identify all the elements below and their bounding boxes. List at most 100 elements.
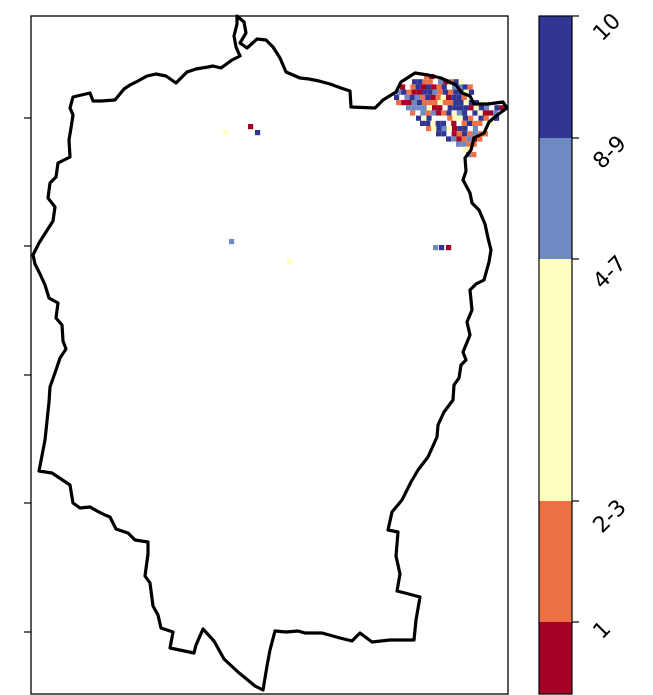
grid-cell — [427, 100, 433, 106]
grid-cell — [416, 89, 422, 95]
grid-cell — [473, 105, 479, 111]
grid-cell — [396, 89, 402, 95]
colorbar-label-1: 1 — [589, 617, 617, 645]
grid-cell — [451, 136, 457, 142]
grid-cell — [453, 79, 459, 85]
grid-cell — [229, 239, 235, 245]
grid-cell — [447, 105, 453, 111]
grid-cell — [404, 94, 410, 100]
grid-cell — [427, 79, 433, 85]
grid-cell — [410, 84, 416, 90]
grid-cell — [446, 245, 452, 251]
grid-cell — [461, 136, 467, 142]
colorbar-label-4-7: 4-7 — [589, 251, 632, 294]
grid-cell — [422, 89, 428, 95]
grid-cell — [467, 131, 473, 137]
colorbar: 1 2-3 4-7 8-9 10 — [538, 9, 632, 695]
grid-cell — [430, 120, 436, 126]
map-frame — [30, 15, 509, 695]
grid-cell — [441, 84, 447, 90]
grid-cell — [472, 110, 478, 116]
grid-cell — [477, 110, 483, 116]
grid-cell — [431, 84, 437, 90]
grid-cell — [446, 110, 452, 116]
grid-cell — [433, 245, 439, 251]
grid-cell — [451, 110, 457, 116]
grid-cell — [406, 100, 412, 106]
grid-cell — [248, 124, 254, 130]
colorbar-label-8-9: 8-9 — [589, 131, 632, 174]
grid-cell — [255, 130, 261, 136]
grid-cell — [463, 89, 469, 95]
grid-cell — [483, 115, 489, 121]
grid-cell — [493, 110, 499, 116]
grid-cell — [477, 120, 483, 126]
grid-cell — [440, 94, 446, 100]
grid-cell — [394, 94, 400, 100]
grid-cell — [457, 115, 463, 121]
colorbar-label-2-3: 2-3 — [589, 495, 632, 538]
grid-cell — [437, 100, 443, 106]
grid-cell — [451, 120, 457, 126]
grid-cell — [401, 89, 407, 95]
grid-cell — [441, 110, 447, 116]
grid-cell — [410, 110, 416, 116]
grid-cell — [466, 136, 472, 142]
grid-cell — [411, 105, 417, 111]
grid-cell — [438, 79, 444, 85]
grid-cell — [462, 131, 468, 137]
grid-cell — [494, 105, 500, 111]
grid-cell — [416, 105, 422, 111]
grid-cell — [442, 100, 448, 106]
colorbar-segment-4-7 — [539, 259, 572, 501]
grid-cell — [406, 89, 412, 95]
grid-cell — [466, 141, 472, 147]
grid-cell — [482, 110, 488, 116]
region-boundary — [31, 14, 509, 692]
grid-cell — [452, 105, 458, 111]
grid-cell — [441, 126, 447, 132]
grid-cell — [446, 126, 452, 132]
grid-cell — [223, 130, 229, 136]
grid-cell — [430, 110, 436, 116]
grid-cell — [435, 94, 441, 100]
grid-cell — [424, 74, 430, 80]
grid-cell — [425, 110, 431, 116]
grid-cell — [456, 141, 462, 147]
grid-cell — [420, 84, 426, 90]
grid-cell — [416, 115, 422, 121]
grid-cell — [420, 94, 426, 100]
grid-cell — [468, 100, 474, 106]
grid-cell — [477, 136, 483, 142]
grid-cell — [440, 120, 446, 126]
grid-cell — [426, 126, 432, 132]
grid-cell — [463, 100, 469, 106]
grid-cell — [468, 115, 474, 121]
grid-cell — [472, 131, 478, 137]
grid-cell — [420, 110, 426, 116]
grid-cell — [462, 110, 468, 116]
grid-cell — [422, 100, 428, 106]
grid-cell — [414, 94, 420, 100]
colorbar-segment-10 — [539, 16, 572, 138]
colorbar-ticks — [572, 15, 579, 623]
grid-cell — [446, 136, 452, 142]
grid-cell — [461, 141, 467, 147]
grid-cell — [452, 115, 458, 121]
grid-cell — [411, 89, 417, 95]
grid-cell — [421, 105, 427, 111]
grid-cell — [487, 120, 493, 126]
grid-cell — [456, 131, 462, 137]
grid-cell — [417, 79, 423, 85]
grid-cell — [453, 89, 459, 95]
grid-cell — [458, 79, 464, 85]
grid-cells — [223, 74, 505, 265]
grid-cell — [462, 115, 468, 121]
colorbar-segment-1 — [539, 622, 572, 694]
grid-cell — [472, 120, 478, 126]
grid-cell — [401, 100, 407, 106]
grid-cell — [287, 259, 293, 265]
grid-cell — [453, 100, 459, 106]
grid-cell — [446, 94, 452, 100]
